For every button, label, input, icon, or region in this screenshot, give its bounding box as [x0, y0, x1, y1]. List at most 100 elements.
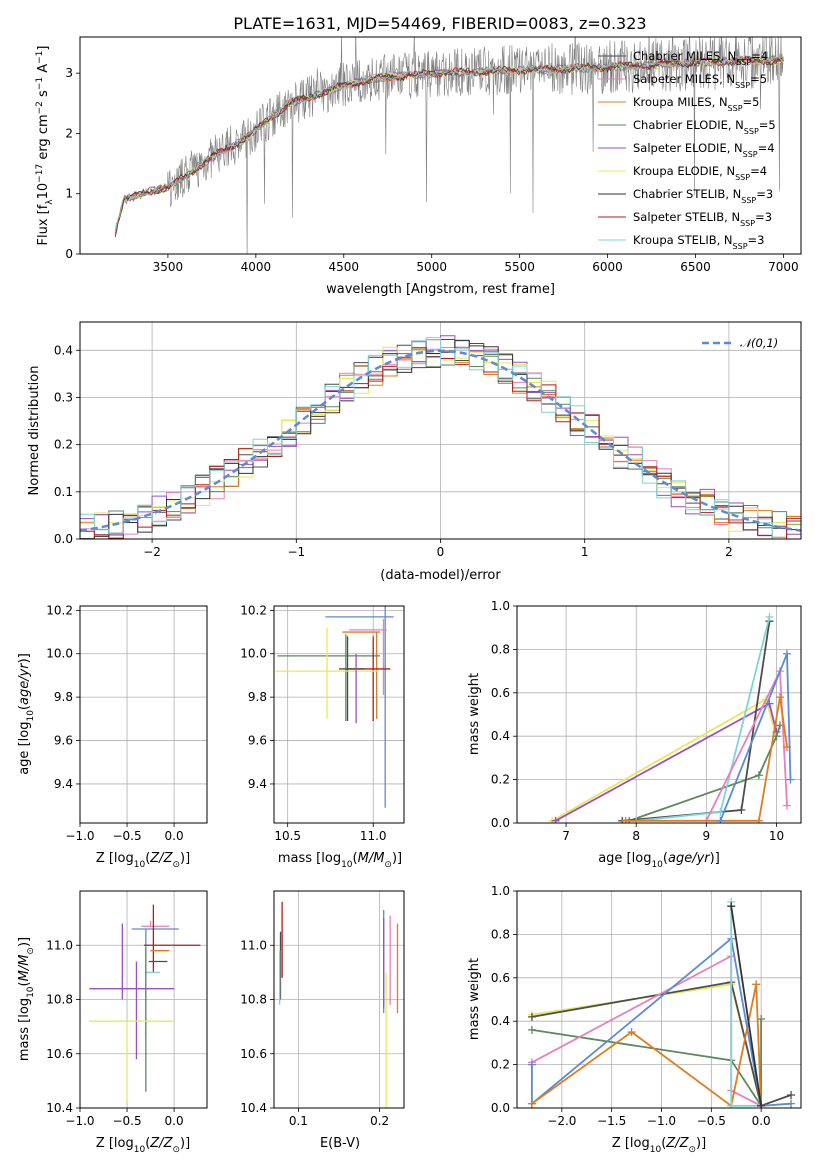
model-spectrum-line	[114, 55, 784, 232]
series-marker	[787, 1099, 796, 1108]
legend-entry: Kroupa MILES, NSSP=5	[633, 95, 759, 113]
legend-entry: Chabrier ELODIE, NSSP=5	[633, 118, 776, 136]
errorbar-point	[135, 636, 177, 721]
mass-weight-series	[730, 906, 762, 1106]
y-tick-label: 10.0	[46, 647, 73, 661]
model-spectrum-line	[114, 56, 784, 233]
y-tick-label: 9.8	[248, 690, 267, 704]
mass-weight-series	[625, 696, 788, 822]
spectrum-legend: Chabrier MILES, NSSP=4 Salpeter MILES, NS…	[598, 49, 776, 251]
mass-vs-metallicity-plot: −1.0 −0.5 0.0 10.4 10.6 10.8 11.0 Z [log10(Z/Z⊙…	[17, 890, 208, 1155]
y-tick-label: 10.6	[46, 1047, 73, 1061]
y-tick-label: 10.0	[240, 647, 267, 661]
y-tick-label: 2	[65, 126, 73, 140]
series-marker	[527, 1099, 536, 1108]
series-marker	[752, 980, 761, 989]
mass-weight-ylabel: mass weight	[467, 673, 482, 755]
x-tick-label: 0.1	[289, 1114, 308, 1128]
y-tick-label: 10.4	[46, 1101, 73, 1115]
axes-frame	[79, 890, 208, 1109]
y-tick-label: 9.8	[54, 690, 73, 704]
y-tick-label: 9.6	[248, 734, 267, 748]
errorbar-point	[141, 920, 170, 927]
x-tick-label: 0	[437, 545, 445, 559]
mass-weight-series	[622, 621, 771, 822]
mass-weight-series	[531, 954, 762, 1107]
x-tick-label: 6000	[592, 260, 623, 274]
x-tick-label: 8	[632, 829, 640, 843]
errorbar-point	[127, 606, 198, 808]
x-tick-label: 4500	[329, 260, 360, 274]
series-marker	[754, 816, 763, 823]
mass-weight-vs-metallicity-plot: −2.0 −1.5 −1.0 −0.5 0.0 0.0 0.2 0.4 0.6 0.8 1.0 Z […	[467, 884, 802, 1155]
mass-weight-series	[628, 725, 781, 822]
model-spectrum-line	[114, 55, 784, 234]
axes-frame	[516, 890, 802, 1109]
y-tick-label: 9.4	[54, 777, 73, 791]
mass-vs-extinction-plot: 0.1 0.2 10.4 10.6 10.8 11.0 E(B-V)	[240, 890, 405, 1151]
model-spectrum-line	[114, 55, 784, 238]
x-tick-label: 10	[769, 829, 784, 843]
mass-weight-series	[636, 616, 771, 822]
series-marker	[551, 816, 560, 823]
legend-entry: Salpeter ELODIE, NSSP=4	[633, 141, 775, 159]
y-tick-label: 0.4	[491, 729, 510, 743]
series-marker	[727, 1101, 736, 1108]
y-tick-label: 0.0	[491, 816, 510, 830]
mass-weight-ylabel: mass weight	[467, 958, 482, 1040]
x-tick-label: 4000	[241, 260, 272, 274]
y-tick-label: 10.6	[240, 1047, 267, 1061]
y-tick-label: 1.0	[491, 884, 510, 898]
y-tick-label: 0	[65, 247, 73, 261]
mass-weight-series	[531, 1019, 762, 1108]
spectrum-xlabel: wavelength [Angstrom, rest frame]	[326, 282, 555, 297]
errorbar-data	[89, 904, 201, 1103]
series-marker	[527, 1012, 536, 1021]
axes-frame	[273, 605, 405, 824]
errorbar-point	[339, 636, 365, 722]
metallicity-xlabel: Z [log10(Z/Z⊙)]	[96, 1136, 190, 1155]
series-marker	[786, 775, 795, 784]
y-tick-label: 11.0	[240, 938, 267, 952]
y-tick-label: 0.6	[491, 971, 510, 985]
y-tick-label: 0.3	[54, 390, 73, 404]
series-marker	[787, 1090, 796, 1099]
y-tick-label: 0.2	[491, 1058, 510, 1072]
errorbar-data	[89, 606, 197, 808]
y-tick-label: 3	[65, 66, 73, 80]
axes-frame	[79, 605, 208, 824]
grid-lines	[79, 606, 207, 823]
age-xlabel: age [log10(age/yr)]	[598, 851, 720, 870]
observed-spectrum-line	[114, 37, 784, 254]
legend-entry: Salpeter STELIB, NSSP=3	[633, 210, 772, 228]
x-tick-label: 0.0	[165, 829, 184, 843]
errorbar-point	[89, 961, 175, 1060]
errorbar-point	[277, 634, 381, 722]
metallicity-xlabel: Z [log10(Z/Z⊙)]	[612, 1136, 706, 1155]
x-tick-label: 2	[725, 545, 733, 559]
legend-entry: Salpeter MILES, NSSP=5	[633, 72, 767, 90]
extinction-xlabel: E(B-V)	[320, 1136, 360, 1151]
y-tick-label: 0.1	[54, 485, 73, 499]
legend-entry: Chabrier STELIB, NSSP=3	[633, 187, 773, 205]
x-tick-label: 7000	[768, 260, 799, 274]
age-vs-metallicity-plot: −1.0 −0.5 0.0 9.4 9.6 9.8 10.0 10.2 Z [log10(Z/Z…	[17, 603, 208, 870]
x-tick-label: 0.2	[370, 1114, 389, 1128]
weight-lines	[527, 897, 796, 1108]
x-tick-label: 3500	[153, 260, 184, 274]
legend-entry: Chabrier MILES, NSSP=4	[633, 49, 768, 67]
x-tick-label: −0.5	[112, 829, 141, 843]
x-tick-label: 5500	[504, 260, 535, 274]
series-marker	[775, 693, 784, 702]
errorbar-point	[89, 1020, 175, 1103]
x-tick-label: 11.0	[360, 829, 387, 843]
y-tick-label: 1	[65, 187, 73, 201]
series-marker	[757, 1101, 766, 1108]
spectrum-plot: 3500 4000 4500 5000 5500 6000 6500 7000 0 1 2 3 wave…	[35, 36, 802, 297]
y-tick-label: 10.2	[240, 603, 267, 617]
legend-entry: 𝒩(0,1)	[740, 336, 778, 350]
mass-weight-series	[531, 981, 792, 1107]
spectrum-ylabel: Flux [fλ10−17 erg cm−2 s−1 A−1]	[35, 46, 55, 246]
residual-histogram-plot: −2 −1 0 1 2 0.0 0.1 0.2 0.3 0.4 (data-model)/error…	[27, 321, 802, 583]
grid-lines	[274, 606, 404, 823]
